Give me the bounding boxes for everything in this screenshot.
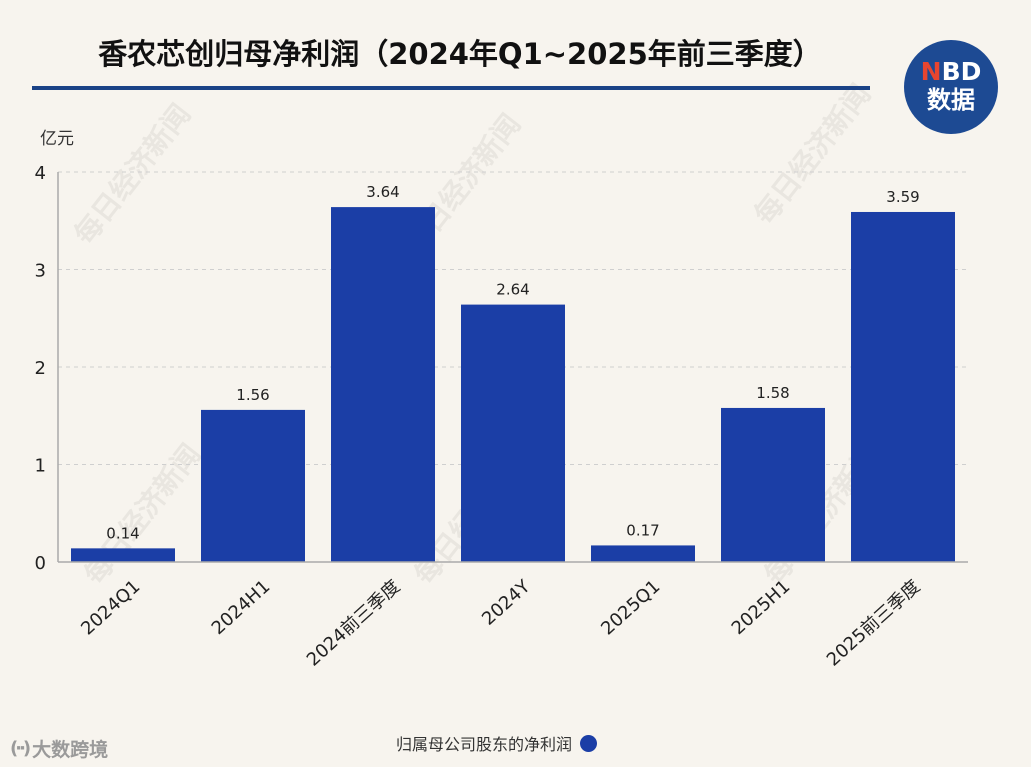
logo-accent-letter: N (920, 57, 942, 86)
bars-group (71, 207, 955, 562)
watermark-text: 每日经济新闻 (748, 78, 877, 231)
y-tick-label: 1 (35, 456, 46, 477)
x-tick-label: 2024前三季度 (303, 576, 405, 670)
legend-swatch (580, 734, 598, 752)
x-tick-label: 2025前三季度 (823, 576, 925, 670)
logo-text-bottom: 数据 (927, 86, 975, 114)
bar-2025H1 (721, 407, 825, 562)
x-tick-label: 2025H1 (728, 576, 795, 639)
y-tick-label: 2 (35, 358, 46, 379)
chart-title: 香农芯创归母净利润（2024年Q1~2025年前三季度） (98, 37, 822, 71)
data-label: 1.58 (756, 384, 789, 402)
bar-2024Q1 (71, 548, 175, 562)
legend-entry-label: 归属母公司股东的净利润 (396, 735, 573, 754)
bar-2024H1 (201, 409, 305, 562)
bar-2024Y (461, 304, 565, 562)
footer-brand-text: 大数跨境 (32, 739, 109, 761)
legend: 归属母公司股东的净利润 (396, 730, 598, 756)
x-tick-label: 2024Q1 (77, 576, 144, 639)
title-underline (32, 86, 870, 90)
data-label: 1.56 (236, 386, 269, 404)
x-axis-tick-labels: 2024Q1 2024H1 2024前三季度 2024Y 2025Q1 2025H1 202… (77, 575, 924, 670)
y-axis-unit-label: 亿元 (40, 129, 74, 149)
data-label: 0.17 (626, 521, 659, 539)
x-tick-label: 2025Q1 (597, 576, 664, 639)
nbd-logo: NBD 数据 (904, 40, 998, 134)
data-label: 2.64 (496, 281, 529, 299)
y-tick-label: 4 (35, 163, 46, 184)
data-labels-group: 0.14 1.56 3.64 2.64 0.17 1.58 3.59 (106, 183, 919, 542)
y-axis-tick-labels: 0 1 2 3 4 (35, 163, 46, 574)
x-tick-label: 2024H1 (208, 576, 275, 639)
data-label: 3.59 (886, 188, 919, 206)
logo-text-top: NBD (904, 58, 998, 86)
logo-letters: BD (941, 57, 982, 86)
bar-2025前三季度 (851, 211, 955, 562)
watermark-text: 每日经济新闻 (68, 98, 197, 251)
y-tick-label: 3 (35, 261, 46, 282)
bar-2025Q1 (591, 545, 695, 562)
x-tick-label: 2024Y (478, 575, 535, 629)
data-label: 3.64 (366, 183, 399, 201)
footer-brand: (··) 大数跨境 (10, 735, 108, 762)
y-tick-label: 0 (35, 553, 46, 574)
watermark-text: 每日经济新闻 (78, 438, 207, 591)
data-label: 0.14 (106, 524, 139, 542)
brand-mark-icon: (··) (10, 738, 31, 759)
bar-2024前三季度 (331, 207, 435, 562)
